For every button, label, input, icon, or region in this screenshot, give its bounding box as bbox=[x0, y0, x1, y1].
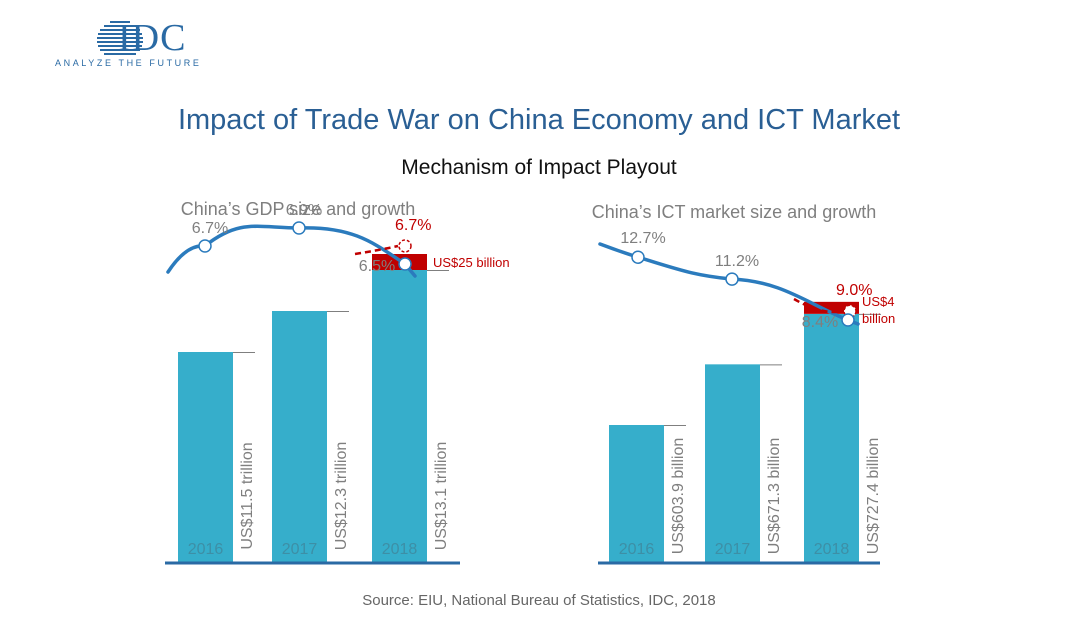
growth-line bbox=[166, 224, 417, 278]
counterfactual-line bbox=[354, 244, 399, 256]
category-label: 2016 bbox=[619, 541, 655, 558]
growth-label: 12.7% bbox=[620, 230, 665, 247]
bar-value-label: US$603.9 billion bbox=[670, 438, 687, 555]
bar bbox=[705, 364, 760, 562]
impact-label: billion bbox=[862, 311, 895, 326]
bar-value-label: US$11.5 trillion bbox=[239, 442, 256, 549]
bar-value-label: US$13.1 trillion bbox=[433, 442, 450, 551]
chart-title: China’s GDP size and growth bbox=[181, 199, 415, 219]
counterfactual-label: 9.0% bbox=[836, 282, 872, 299]
bar-value-label: US$671.3 billion bbox=[766, 438, 783, 555]
page-subtitle: Mechanism of Impact Playout bbox=[401, 156, 677, 179]
growth-label: 6.7% bbox=[192, 220, 228, 237]
bar bbox=[272, 311, 327, 562]
page-title: Impact of Trade War on China Economy and… bbox=[177, 104, 901, 136]
category-label: 2016 bbox=[188, 541, 224, 558]
bar bbox=[372, 270, 427, 562]
source-note: Source: EIU, National Bureau of Statisti… bbox=[362, 592, 716, 609]
growth-point bbox=[631, 250, 645, 264]
category-label: 2018 bbox=[382, 541, 418, 558]
bar-value-label: US$727.4 billion bbox=[865, 438, 882, 555]
bar bbox=[804, 313, 859, 562]
chart-title: China’s ICT market size and growth bbox=[592, 202, 876, 222]
gdp-chart: China’s GDP size and growth 2016 US$11.5 t… bbox=[165, 199, 510, 565]
growth-label: 6.5% bbox=[359, 258, 395, 275]
growth-point bbox=[398, 257, 412, 271]
ict-chart: China’s ICT market size and growth 2016 US… bbox=[592, 202, 895, 565]
growth-point bbox=[841, 313, 855, 327]
idc-logo-globe-icon bbox=[97, 21, 143, 55]
bar-value-label: US$12.3 trillion bbox=[333, 442, 350, 551]
logo-text: IDC bbox=[118, 17, 187, 59]
bar bbox=[609, 425, 664, 562]
counterfactual-point bbox=[398, 239, 412, 253]
impact-label: US$4 bbox=[862, 294, 895, 309]
growth-label: 6.9% bbox=[286, 202, 322, 219]
impact-label: US$25 billion bbox=[433, 255, 510, 270]
category-label: 2018 bbox=[814, 541, 850, 558]
growth-label: 8.4% bbox=[802, 314, 838, 331]
growth-point bbox=[292, 221, 306, 235]
counterfactual-label: 6.7% bbox=[395, 217, 431, 234]
growth-line bbox=[598, 242, 860, 326]
growth-point bbox=[725, 272, 739, 286]
growth-label: 11.2% bbox=[715, 253, 759, 270]
counterfactual-line bbox=[793, 297, 844, 314]
growth-point bbox=[198, 239, 212, 253]
category-label: 2017 bbox=[715, 541, 751, 558]
category-label: 2017 bbox=[282, 541, 318, 558]
bar bbox=[178, 352, 233, 562]
logo-tagline: ANALYZE THE FUTURE bbox=[55, 58, 202, 68]
